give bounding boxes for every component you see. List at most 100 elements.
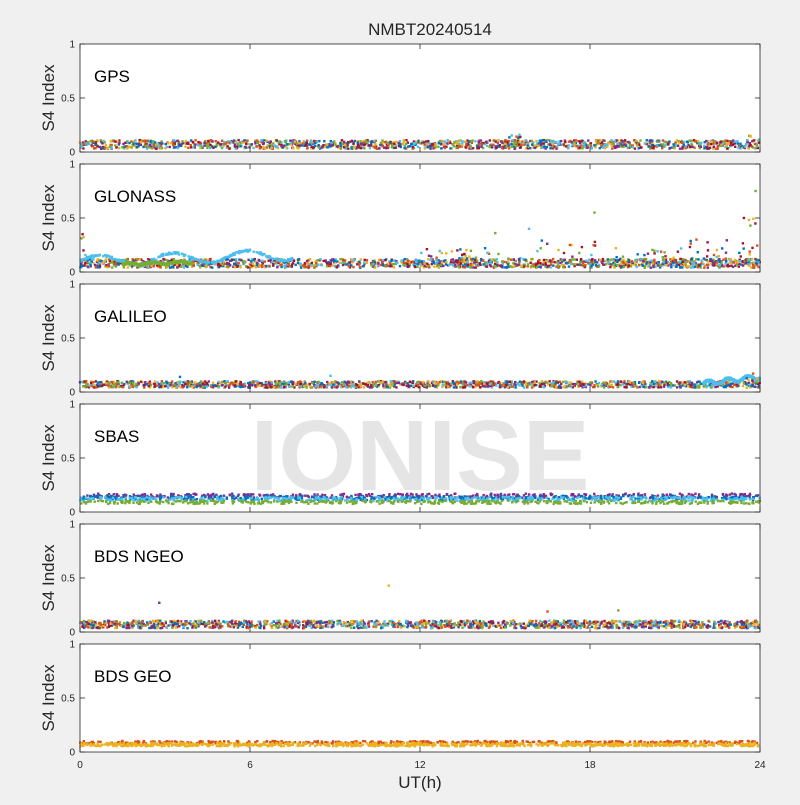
- data-point: [187, 384, 189, 386]
- data-point: [478, 147, 480, 149]
- data-point: [201, 146, 203, 148]
- data-point: [240, 259, 242, 261]
- data-point: [433, 266, 435, 268]
- data-point: [527, 383, 529, 385]
- data-point: [443, 381, 445, 383]
- data-point: [381, 139, 383, 141]
- data-point: [714, 386, 716, 388]
- data-point: [438, 267, 440, 269]
- data-point: [472, 266, 474, 268]
- data-point: [745, 262, 747, 264]
- data-point: [122, 143, 124, 145]
- data-point: [464, 261, 466, 263]
- data-point: [564, 385, 566, 387]
- data-point: [210, 139, 212, 141]
- data-point: [514, 386, 516, 388]
- data-point: [649, 147, 651, 149]
- data-point: [452, 264, 454, 266]
- data-point: [575, 145, 577, 147]
- data-point: [499, 385, 501, 387]
- data-point: [461, 254, 463, 256]
- data-point: [268, 260, 270, 262]
- data-point: [699, 142, 701, 144]
- data-point: [480, 146, 482, 148]
- data-point: [605, 260, 607, 262]
- data-point: [565, 381, 567, 383]
- data-point: [434, 386, 436, 388]
- data-point: [501, 384, 503, 386]
- data-point: [290, 142, 292, 144]
- data-point: [475, 266, 477, 268]
- data-point: [530, 262, 532, 264]
- data-point: [467, 263, 469, 265]
- data-point: [545, 140, 547, 142]
- data-point: [680, 258, 682, 260]
- data-point: [289, 140, 291, 142]
- data-point: [529, 147, 531, 149]
- data-point: [111, 381, 113, 383]
- data-point: [655, 385, 657, 387]
- data-point: [571, 258, 573, 260]
- data-point: [135, 142, 137, 144]
- data-point: [226, 265, 228, 267]
- data-point: [622, 262, 624, 264]
- data-point: [132, 143, 134, 145]
- data-point: [526, 144, 528, 146]
- data-point: [317, 381, 319, 383]
- data-point: [269, 142, 271, 144]
- data-point: [452, 143, 454, 145]
- data-point: [755, 259, 757, 261]
- data-point: [619, 384, 621, 386]
- data-point: [301, 142, 303, 144]
- data-point: [161, 382, 163, 384]
- data-point: [609, 266, 611, 268]
- data-point: [366, 259, 368, 261]
- data-point: [515, 142, 517, 144]
- data-point: [326, 381, 328, 383]
- data-point: [604, 382, 606, 384]
- data-point: [741, 260, 743, 262]
- data-point: [343, 146, 345, 148]
- data-point: [186, 262, 188, 264]
- data-point: [390, 380, 392, 382]
- data-point: [501, 260, 503, 262]
- data-point: [420, 252, 422, 254]
- y-tick-label: 0.5: [61, 214, 75, 225]
- data-point: [406, 263, 408, 265]
- data-point: [410, 143, 412, 145]
- data-point: [364, 383, 366, 385]
- data-point: [286, 143, 288, 145]
- data-point: [229, 264, 231, 266]
- data-point: [690, 242, 692, 244]
- data-point: [689, 146, 691, 148]
- data-point: [746, 139, 748, 141]
- data-point: [745, 383, 747, 385]
- data-point: [352, 383, 354, 385]
- data-point: [632, 146, 634, 148]
- data-point: [706, 264, 708, 266]
- data-point: [439, 140, 441, 142]
- data-point: [469, 266, 471, 268]
- data-point: [168, 262, 170, 264]
- data-point: [494, 232, 496, 234]
- data-point: [184, 146, 186, 148]
- data-point: [482, 260, 484, 262]
- data-point: [695, 238, 697, 240]
- data-point: [367, 144, 369, 146]
- data-point: [217, 381, 219, 383]
- data-point: [272, 263, 274, 265]
- data-point: [619, 258, 621, 260]
- data-point: [366, 262, 368, 264]
- data-point: [131, 146, 133, 148]
- data-point: [300, 383, 302, 385]
- data-point: [615, 247, 617, 249]
- data-point: [749, 253, 751, 255]
- data-point: [651, 140, 653, 142]
- data-point: [667, 382, 669, 384]
- data-point: [290, 381, 292, 383]
- data-point: [718, 255, 720, 257]
- data-point: [143, 140, 145, 142]
- data-point: [306, 140, 308, 142]
- data-point: [545, 263, 547, 265]
